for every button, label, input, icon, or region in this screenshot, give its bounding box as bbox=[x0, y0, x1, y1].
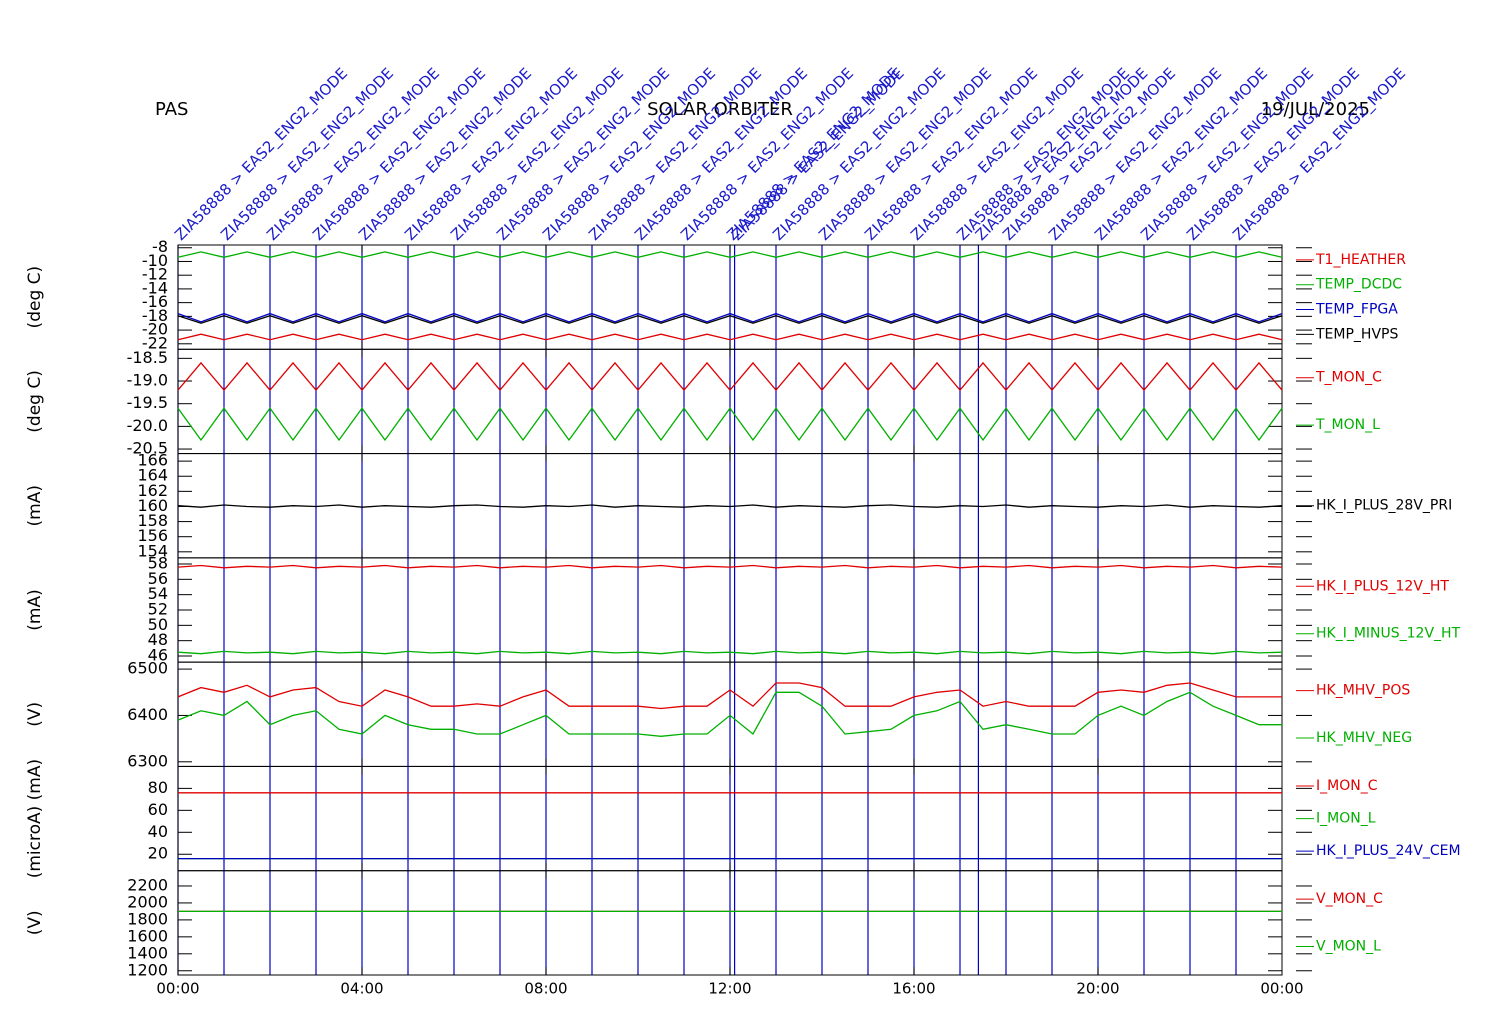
legend-label: HK_MHV_POS bbox=[1316, 683, 1410, 699]
legend-label: T_MON_C bbox=[1315, 370, 1382, 386]
y-tick-label: 1600 bbox=[127, 926, 168, 945]
x-tick-label: 08:00 bbox=[524, 980, 567, 998]
y-axis-label: (deg C) bbox=[25, 370, 45, 433]
y-tick-label: -8 bbox=[152, 237, 168, 256]
legend-label: HK_I_MINUS_12V_HT bbox=[1316, 626, 1461, 642]
y-tick-label: 48 bbox=[148, 630, 168, 649]
y-tick-label: 1200 bbox=[127, 960, 168, 979]
x-tick-label: 04:00 bbox=[340, 980, 383, 998]
y-axis-label: (V) bbox=[25, 910, 45, 935]
y-tick-label: 160 bbox=[137, 496, 168, 515]
chart-title: SOLAR ORBITER bbox=[647, 99, 793, 120]
y-tick-label: 1800 bbox=[127, 909, 168, 928]
y-tick-label: -18.5 bbox=[127, 348, 168, 367]
y-tick-label: 56 bbox=[148, 569, 168, 588]
y-tick-label: -19.5 bbox=[127, 393, 168, 412]
x-tick-label: 12:00 bbox=[708, 980, 751, 998]
y-tick-label: 50 bbox=[148, 615, 168, 634]
legend-label: HK_MHV_NEG bbox=[1316, 730, 1412, 746]
legend-label: HK_I_PLUS_12V_HT bbox=[1316, 578, 1449, 594]
series-line bbox=[177, 361, 1283, 392]
y-tick-label: 158 bbox=[137, 511, 168, 530]
series-line bbox=[177, 251, 1283, 258]
y-axis-label: (deg C) bbox=[25, 266, 45, 329]
x-tick-label: 00:00 bbox=[156, 980, 199, 998]
y-tick-label: 154 bbox=[137, 541, 168, 560]
series-line bbox=[177, 315, 1283, 324]
series-line bbox=[177, 564, 1283, 569]
y-tick-label: 40 bbox=[148, 822, 168, 841]
legend-label: V_MON_L bbox=[1316, 939, 1381, 955]
y-tick-label: 156 bbox=[137, 526, 168, 545]
y-tick-label: -19.0 bbox=[127, 371, 168, 390]
y-tick-label: 6300 bbox=[127, 751, 168, 770]
y-axis-label: (mA) bbox=[25, 589, 45, 630]
y-tick-label: -20.0 bbox=[127, 416, 168, 435]
y-tick-label: 46 bbox=[148, 646, 168, 665]
legend-label: TEMP_FPGA bbox=[1315, 302, 1398, 318]
legend-label: HK_I_PLUS_24V_CEM bbox=[1316, 843, 1461, 859]
y-tick-label: 80 bbox=[148, 778, 168, 797]
legend-label: HK_I_PLUS_28V_PRI bbox=[1316, 498, 1452, 514]
y-tick-label: 1400 bbox=[127, 943, 168, 962]
y-axis-label: (V) bbox=[25, 702, 45, 727]
y-axis-label: (microA) (mA) bbox=[25, 759, 45, 878]
instrument: PAS bbox=[155, 99, 188, 120]
legend-label: T1_HEATHER bbox=[1315, 252, 1406, 268]
x-tick-label: 16:00 bbox=[892, 980, 935, 998]
y-tick-label: 54 bbox=[148, 584, 168, 603]
y-tick-label: -16 bbox=[142, 292, 168, 311]
series-line bbox=[177, 691, 1282, 737]
y-tick-label: 60 bbox=[148, 800, 168, 819]
y-tick-label: 20 bbox=[148, 844, 168, 863]
series-line bbox=[177, 650, 1283, 655]
y-tick-label: -10 bbox=[142, 251, 168, 270]
y-tick-label: -20.5 bbox=[127, 439, 168, 458]
y-tick-label: -14 bbox=[142, 278, 168, 297]
legend-label: V_MON_C bbox=[1316, 891, 1383, 907]
legend-label: I_MON_C bbox=[1316, 778, 1378, 794]
legend-label: TEMP_HVPS bbox=[1315, 326, 1398, 342]
y-tick-label: -20 bbox=[142, 320, 168, 339]
y-tick-label: 58 bbox=[148, 553, 168, 572]
y-tick-label: 52 bbox=[148, 600, 168, 619]
legend-label: I_MON_L bbox=[1316, 811, 1376, 827]
y-tick-label: 2200 bbox=[127, 875, 168, 894]
date: 19/JUL/2025 bbox=[1261, 99, 1370, 120]
y-tick-label: 6400 bbox=[127, 705, 168, 724]
series-line bbox=[177, 407, 1283, 442]
x-tick-label: 00:00 bbox=[1260, 980, 1303, 998]
y-tick-label: 164 bbox=[137, 466, 168, 485]
series-line bbox=[177, 333, 1283, 341]
y-tick-label: -12 bbox=[142, 265, 168, 284]
legend-label: TEMP_DCDC bbox=[1315, 277, 1402, 293]
series-line bbox=[177, 312, 1283, 323]
y-tick-label: 6500 bbox=[127, 659, 168, 678]
y-axis-label: (mA) bbox=[25, 485, 45, 526]
y-tick-label: -22 bbox=[142, 333, 168, 352]
y-tick-label: 166 bbox=[137, 451, 168, 470]
series-line bbox=[177, 504, 1283, 508]
series-line bbox=[177, 682, 1282, 710]
y-tick-label: 162 bbox=[137, 481, 168, 500]
legend-label: T_MON_L bbox=[1315, 417, 1380, 433]
y-tick-label: 2000 bbox=[127, 892, 168, 911]
y-tick-label: -18 bbox=[142, 306, 168, 325]
x-tick-label: 20:00 bbox=[1076, 980, 1119, 998]
